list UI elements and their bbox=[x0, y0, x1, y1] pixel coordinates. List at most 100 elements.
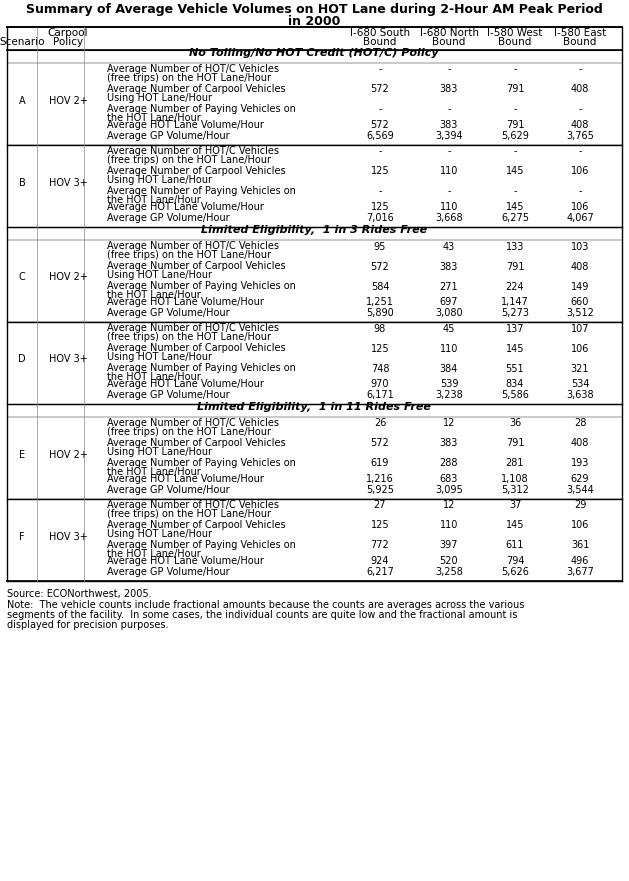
Text: Average GP Volume/Hour: Average GP Volume/Hour bbox=[107, 485, 230, 495]
Text: 408: 408 bbox=[571, 85, 589, 94]
Text: displayed for precision purposes.: displayed for precision purposes. bbox=[7, 620, 169, 630]
Text: 1,216: 1,216 bbox=[366, 474, 394, 484]
Text: 361: 361 bbox=[571, 541, 589, 551]
Text: 683: 683 bbox=[440, 474, 458, 484]
Text: -: - bbox=[378, 146, 382, 157]
Text: Average Number of Paying Vehicles on: Average Number of Paying Vehicles on bbox=[107, 540, 296, 550]
Text: -: - bbox=[447, 146, 451, 157]
Text: Using HOT Lane/Hour: Using HOT Lane/Hour bbox=[107, 175, 212, 185]
Text: Using HOT Lane/Hour: Using HOT Lane/Hour bbox=[107, 447, 212, 457]
Text: Source: ECONorthwest, 2005.: Source: ECONorthwest, 2005. bbox=[7, 589, 152, 599]
Text: Average Number of Paying Vehicles on: Average Number of Paying Vehicles on bbox=[107, 363, 296, 373]
Text: 3,638: 3,638 bbox=[566, 390, 594, 400]
Text: 224: 224 bbox=[506, 282, 525, 292]
Text: E: E bbox=[19, 449, 25, 460]
Text: 383: 383 bbox=[440, 439, 458, 448]
Text: Average GP Volume/Hour: Average GP Volume/Hour bbox=[107, 308, 230, 318]
Text: 572: 572 bbox=[370, 262, 389, 271]
Text: Average Number of HOT/C Vehicles: Average Number of HOT/C Vehicles bbox=[107, 418, 279, 428]
Text: 5,925: 5,925 bbox=[366, 485, 394, 495]
Text: Average Number of Paying Vehicles on: Average Number of Paying Vehicles on bbox=[107, 104, 296, 114]
Text: Average HOT Lane Volume/Hour: Average HOT Lane Volume/Hour bbox=[107, 474, 264, 484]
Text: 1,108: 1,108 bbox=[501, 474, 529, 484]
Text: 106: 106 bbox=[571, 202, 589, 212]
Text: 149: 149 bbox=[571, 282, 589, 292]
Text: 5,586: 5,586 bbox=[501, 390, 529, 400]
Text: the HOT Lane/Hour: the HOT Lane/Hour bbox=[107, 113, 201, 123]
Text: 133: 133 bbox=[506, 241, 524, 251]
Text: HOV 2+: HOV 2+ bbox=[48, 272, 87, 283]
Text: Using HOT Lane/Hour: Using HOT Lane/Hour bbox=[107, 270, 212, 280]
Text: 3,544: 3,544 bbox=[566, 485, 594, 495]
Text: -: - bbox=[513, 64, 517, 75]
Text: Bound: Bound bbox=[432, 37, 465, 47]
Text: 384: 384 bbox=[440, 364, 458, 374]
Text: 791: 791 bbox=[506, 85, 524, 94]
Text: 106: 106 bbox=[571, 521, 589, 530]
Text: the HOT Lane/Hour: the HOT Lane/Hour bbox=[107, 467, 201, 477]
Text: 3,765: 3,765 bbox=[566, 131, 594, 141]
Text: Average Number of Carpool Vehicles: Average Number of Carpool Vehicles bbox=[107, 343, 286, 353]
Text: Average Number of Carpool Vehicles: Average Number of Carpool Vehicles bbox=[107, 166, 286, 176]
Text: F: F bbox=[19, 531, 25, 542]
Text: 383: 383 bbox=[440, 262, 458, 271]
Text: C: C bbox=[19, 272, 25, 283]
Text: 660: 660 bbox=[571, 297, 589, 307]
Text: HOV 3+: HOV 3+ bbox=[48, 177, 87, 188]
Text: Average Number of Paying Vehicles on: Average Number of Paying Vehicles on bbox=[107, 458, 296, 468]
Text: 29: 29 bbox=[574, 500, 586, 510]
Text: the HOT Lane/Hour: the HOT Lane/Hour bbox=[107, 549, 201, 559]
Text: 5,312: 5,312 bbox=[501, 485, 529, 495]
Text: 125: 125 bbox=[370, 521, 389, 530]
Text: 383: 383 bbox=[440, 120, 458, 130]
Text: -: - bbox=[578, 187, 582, 196]
Text: 137: 137 bbox=[506, 323, 524, 334]
Text: 145: 145 bbox=[506, 521, 524, 530]
Text: 271: 271 bbox=[440, 282, 459, 292]
Text: (free trips) on the HOT Lane/Hour: (free trips) on the HOT Lane/Hour bbox=[107, 332, 271, 342]
Text: 924: 924 bbox=[370, 556, 389, 566]
Text: Average Number of Paying Vehicles on: Average Number of Paying Vehicles on bbox=[107, 186, 296, 196]
Text: 106: 106 bbox=[571, 344, 589, 353]
Text: 697: 697 bbox=[440, 297, 459, 307]
Text: 28: 28 bbox=[574, 418, 586, 428]
Text: 3,512: 3,512 bbox=[566, 308, 594, 318]
Text: Average HOT Lane Volume/Hour: Average HOT Lane Volume/Hour bbox=[107, 297, 264, 307]
Text: 110: 110 bbox=[440, 344, 458, 353]
Text: 834: 834 bbox=[506, 379, 524, 389]
Text: the HOT Lane/Hour: the HOT Lane/Hour bbox=[107, 290, 201, 300]
Text: 37: 37 bbox=[509, 500, 521, 510]
Text: -: - bbox=[378, 187, 382, 196]
Text: Average Number of HOT/C Vehicles: Average Number of HOT/C Vehicles bbox=[107, 241, 279, 251]
Text: Average HOT Lane Volume/Hour: Average HOT Lane Volume/Hour bbox=[107, 120, 264, 130]
Text: Summary of Average Vehicle Volumes on HOT Lane during 2-Hour AM Peak Period: Summary of Average Vehicle Volumes on HO… bbox=[26, 3, 603, 16]
Text: -: - bbox=[578, 64, 582, 75]
Text: HOV 3+: HOV 3+ bbox=[48, 531, 87, 542]
Text: I-580 East: I-580 East bbox=[554, 28, 606, 38]
Text: 5,629: 5,629 bbox=[501, 131, 529, 141]
Text: 970: 970 bbox=[370, 379, 389, 389]
Text: 534: 534 bbox=[571, 379, 589, 389]
Text: 193: 193 bbox=[571, 458, 589, 469]
Text: 43: 43 bbox=[443, 241, 455, 251]
Text: 572: 572 bbox=[370, 85, 389, 94]
Text: 397: 397 bbox=[440, 541, 459, 551]
Text: 572: 572 bbox=[370, 439, 389, 448]
Text: 3,258: 3,258 bbox=[435, 567, 463, 577]
Text: 5,273: 5,273 bbox=[501, 308, 529, 318]
Text: in 2000: in 2000 bbox=[288, 15, 340, 28]
Text: 12: 12 bbox=[443, 500, 455, 510]
Text: 110: 110 bbox=[440, 202, 458, 212]
Text: 98: 98 bbox=[374, 323, 386, 334]
Text: Average HOT Lane Volume/Hour: Average HOT Lane Volume/Hour bbox=[107, 556, 264, 566]
Text: 12: 12 bbox=[443, 418, 455, 428]
Text: 551: 551 bbox=[506, 364, 525, 374]
Text: Average Number of Carpool Vehicles: Average Number of Carpool Vehicles bbox=[107, 261, 286, 271]
Text: (free trips) on the HOT Lane/Hour: (free trips) on the HOT Lane/Hour bbox=[107, 73, 271, 83]
Text: 3,394: 3,394 bbox=[435, 131, 463, 141]
Text: 145: 145 bbox=[506, 344, 524, 353]
Text: 26: 26 bbox=[374, 418, 386, 428]
Text: 110: 110 bbox=[440, 167, 458, 176]
Text: 107: 107 bbox=[571, 323, 589, 334]
Text: Bound: Bound bbox=[564, 37, 597, 47]
